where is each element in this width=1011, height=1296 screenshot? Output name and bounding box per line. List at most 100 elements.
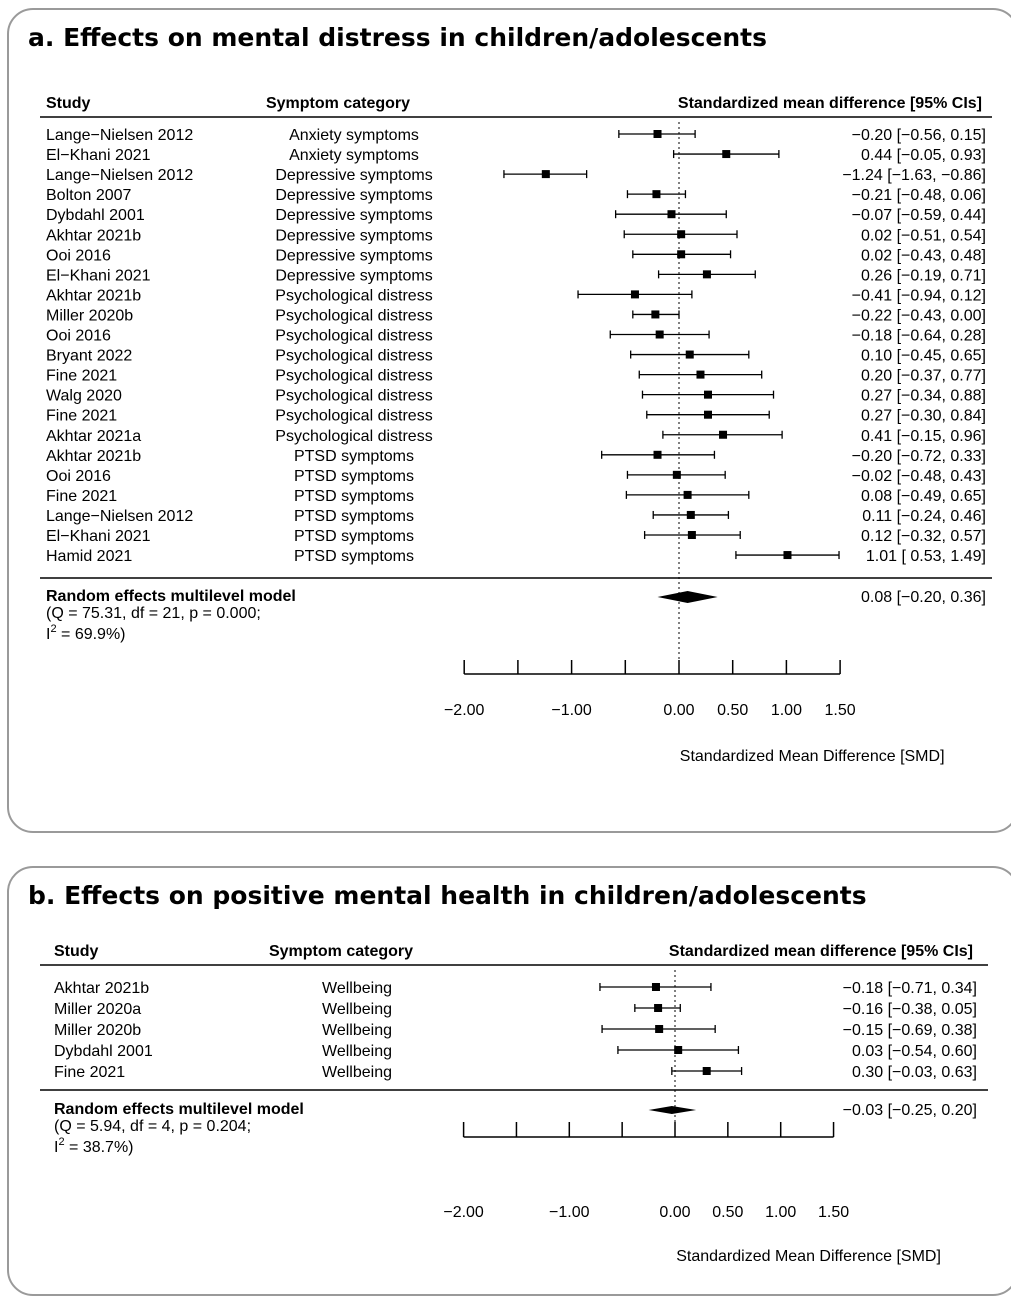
pb-summary-effect-label: −0.03 [−0.25, 0.20] xyxy=(843,1102,977,1119)
pa-estimate-square xyxy=(677,230,686,239)
pa-row-category: Depressive symptoms xyxy=(275,207,432,224)
pb-summary-i2: I2 = 38.7%) xyxy=(54,1136,134,1156)
pb-row-study: Miller 2020a xyxy=(54,1001,141,1018)
pa-row-study: Bolton 2007 xyxy=(46,187,132,204)
pa-row-study: Fine 2021 xyxy=(46,408,117,425)
pa-row-study: Akhtar 2021b xyxy=(46,287,141,304)
pa-estimate-square xyxy=(677,250,686,259)
pa-row-category: Psychological distress xyxy=(275,328,432,345)
pa-header-effect: Standardized mean difference [95% CIs] xyxy=(678,95,982,112)
pa-x-tick-label: 1.50 xyxy=(825,702,856,719)
pa-row-effect-label: −0.02 [−0.48, 0.43] xyxy=(852,468,986,485)
pb-row-effect-label: −0.15 [−0.69, 0.38] xyxy=(843,1022,977,1039)
pa-estimate-square xyxy=(703,390,712,399)
pa-estimate-square xyxy=(686,510,695,519)
pa-row-category: Psychological distress xyxy=(275,368,432,385)
pa-row-study: Bryant 2022 xyxy=(46,348,132,365)
pa-summary-stats: (Q = 75.31, df = 21, p = 0.000; xyxy=(46,605,261,622)
pb-x-tick-label: 0.50 xyxy=(712,1204,743,1221)
pa-estimate-square xyxy=(653,130,662,138)
panel-b: b. Effects on positive mental health in … xyxy=(7,866,1011,1296)
pa-row-effect-label: −0.22 [−0.43, 0.00] xyxy=(852,307,986,324)
pb-row-study: Miller 2020b xyxy=(54,1022,141,1039)
pa-estimate-square xyxy=(630,290,639,299)
pb-estimate-square xyxy=(654,1004,663,1012)
pb-row-effect-label: −0.16 [−0.38, 0.05] xyxy=(843,1001,977,1018)
pb-row-category: Wellbeing xyxy=(322,1064,392,1081)
pa-row-category: Depressive symptoms xyxy=(275,187,432,204)
pa-row-study: Akhtar 2021b xyxy=(46,448,141,465)
pb-row-study: Dybdahl 2001 xyxy=(54,1043,153,1060)
pb-row-category: Wellbeing xyxy=(322,980,392,997)
pa-header-category: Symptom category xyxy=(266,95,410,112)
pa-row-study: Miller 2020b xyxy=(46,307,133,324)
pb-row-category: Wellbeing xyxy=(322,1001,392,1018)
pb-row-study: Akhtar 2021b xyxy=(54,980,149,997)
pa-row-effect-label: 0.08 [−0.49, 0.65] xyxy=(861,488,986,505)
pa-estimate-square xyxy=(667,210,676,219)
pa-row-study: Lange−Nielsen 2012 xyxy=(46,508,193,525)
pa-row-category: Psychological distress xyxy=(275,307,432,324)
pa-estimate-square xyxy=(722,150,731,159)
pa-x-tick-label: −2.00 xyxy=(444,702,485,719)
pb-x-tick-label: −2.00 xyxy=(443,1204,484,1221)
pa-row-effect-label: −0.21 [−0.48, 0.06] xyxy=(852,187,986,204)
pa-row-effect-label: 0.11 [−0.24, 0.46] xyxy=(862,508,986,525)
pa-x-tick-label: −1.00 xyxy=(551,702,592,719)
pa-estimate-square xyxy=(719,430,728,439)
panel-b-title: b. Effects on positive mental health in … xyxy=(28,881,867,910)
pb-header-category: Symptom category xyxy=(269,943,413,960)
pa-row-category: PTSD symptoms xyxy=(294,488,414,505)
pb-estimate-square xyxy=(702,1067,711,1075)
pa-row-effect-label: −0.20 [−0.56, 0.15] xyxy=(852,127,986,144)
pa-estimate-square xyxy=(672,470,681,479)
pa-x-axis-label: Standardized Mean Difference [SMD] xyxy=(680,748,945,765)
pa-row-effect-label: 0.12 [−0.32, 0.57] xyxy=(861,528,986,545)
pa-summary-effect-label: 0.08 [−0.20, 0.36] xyxy=(861,589,986,606)
pb-header-study: Study xyxy=(54,943,99,960)
pa-row-category: Psychological distress xyxy=(275,428,432,445)
pa-estimate-square xyxy=(696,370,705,379)
pa-estimate-square xyxy=(702,270,711,279)
pa-summary-i2: I2 = 69.9%) xyxy=(46,623,126,643)
pa-row-category: Psychological distress xyxy=(275,388,432,405)
pb-summary-stats: (Q = 5.94, df = 4, p = 0.204; xyxy=(54,1118,251,1135)
pa-estimate-square xyxy=(651,310,660,319)
pa-estimate-square xyxy=(783,551,792,560)
pa-row-effect-label: 0.02 [−0.51, 0.54] xyxy=(861,227,986,244)
pa-x-tick-label: 0.50 xyxy=(717,702,748,719)
pb-row-effect-label: 0.30 [−0.03, 0.63] xyxy=(852,1064,977,1081)
pa-row-category: Anxiety symptoms xyxy=(289,127,419,144)
pa-header-study: Study xyxy=(46,95,91,112)
pa-row-study: Hamid 2021 xyxy=(46,548,132,565)
pa-estimate-square xyxy=(541,170,550,179)
pa-row-effect-label: −0.07 [−0.59, 0.44] xyxy=(852,207,986,224)
pa-row-study: El−Khani 2021 xyxy=(46,528,151,545)
pa-row-category: Psychological distress xyxy=(275,408,432,425)
pa-estimate-square xyxy=(652,190,661,199)
pb-row-effect-label: −0.18 [−0.71, 0.34] xyxy=(843,980,977,997)
pa-row-study: Fine 2021 xyxy=(46,488,117,505)
pa-row-study: Lange−Nielsen 2012 xyxy=(46,127,193,144)
pa-row-category: PTSD symptoms xyxy=(294,448,414,465)
pa-row-category: PTSD symptoms xyxy=(294,548,414,565)
pa-estimate-square xyxy=(687,531,696,539)
pa-row-study: Akhtar 2021a xyxy=(46,428,141,445)
pa-row-effect-label: 0.26 [−0.19, 0.71] xyxy=(861,267,986,284)
pa-estimate-square xyxy=(655,330,664,339)
pa-estimate-square xyxy=(683,490,692,499)
pb-row-study: Fine 2021 xyxy=(54,1064,125,1081)
pa-row-category: PTSD symptoms xyxy=(294,508,414,525)
pb-row-effect-label: 0.03 [−0.54, 0.60] xyxy=(852,1043,977,1060)
pa-row-effect-label: −1.24 [−1.63, −0.86] xyxy=(842,167,986,184)
pa-row-effect-label: 0.44 [−0.05, 0.93] xyxy=(861,147,986,164)
pa-row-study: Walg 2020 xyxy=(46,388,122,405)
pa-row-category: Depressive symptoms xyxy=(275,247,432,264)
pa-row-study: Dybdahl 2001 xyxy=(46,207,145,224)
pb-x-tick-label: 1.50 xyxy=(818,1204,849,1221)
pb-row-category: Wellbeing xyxy=(322,1022,392,1039)
pb-x-tick-label: 1.00 xyxy=(765,1204,796,1221)
pa-row-effect-label: 0.20 [−0.37, 0.77] xyxy=(861,368,986,385)
pa-row-effect-label: 0.27 [−0.30, 0.84] xyxy=(861,408,986,425)
